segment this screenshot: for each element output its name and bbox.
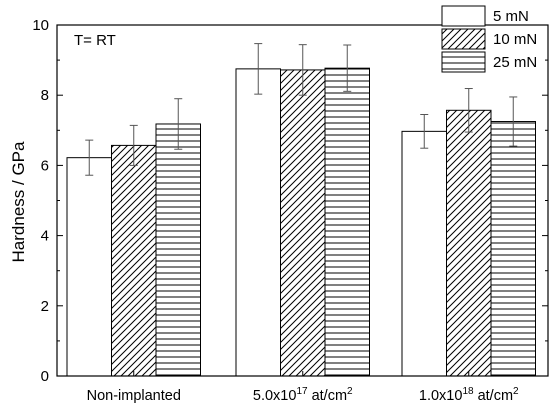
legend-entry-10mn: 10 mN — [441, 28, 537, 50]
legend-label: 25 mN — [493, 54, 537, 71]
y-tick-label: 6 — [41, 157, 49, 174]
error-bar-25mn-cat1 — [174, 98, 183, 150]
legend-entry-5mn: 5 mN — [441, 5, 529, 27]
error-bar-25mn-cat3 — [509, 96, 518, 147]
error-bar-5mn-cat3 — [420, 114, 429, 149]
x-category-label: 1.0x1018 at/cm2 — [419, 386, 519, 404]
error-bar-10mn-cat1 — [129, 124, 138, 166]
bar-10mn-cat2 — [280, 69, 326, 377]
legend-swatch — [441, 28, 486, 50]
error-bar-5mn-cat2 — [254, 43, 263, 95]
bar-5mn-cat1 — [66, 157, 112, 377]
y-tick-label: 10 — [32, 17, 49, 34]
bar-10mn-cat3 — [446, 109, 492, 377]
bar-5mn-cat2 — [235, 68, 281, 377]
y-tick-label: 8 — [41, 87, 49, 104]
bar-5mn-cat3 — [401, 130, 447, 377]
x-category-label: 5.0x1017 at/cm2 — [253, 386, 353, 404]
legend-swatch — [441, 5, 486, 27]
error-bar-10mn-cat3 — [464, 88, 473, 133]
error-bar-10mn-cat2 — [298, 44, 307, 96]
y-axis-title: Hardness / GPa — [9, 141, 28, 262]
bar-25mn-cat1 — [155, 123, 201, 377]
error-bar-5mn-cat1 — [85, 139, 94, 176]
bar-25mn-cat2 — [324, 67, 370, 377]
y-tick-label: 2 — [41, 298, 49, 315]
y-tick-label: 4 — [41, 228, 49, 245]
legend-entry-25mn: 25 mN — [441, 51, 537, 73]
error-bar-25mn-cat2 — [343, 44, 352, 92]
legend-swatch — [441, 51, 486, 73]
legend-label: 5 mN — [493, 8, 529, 25]
legend: 5 mN 10 mN 25 mN — [441, 5, 537, 73]
annotation-temperature: T= RT — [74, 32, 116, 49]
x-category-label: Non-implanted — [87, 388, 181, 404]
legend-label: 10 mN — [493, 31, 537, 48]
bar-10mn-cat1 — [111, 144, 157, 377]
bar-25mn-cat3 — [490, 121, 536, 377]
y-tick-label: 0 — [41, 368, 49, 385]
